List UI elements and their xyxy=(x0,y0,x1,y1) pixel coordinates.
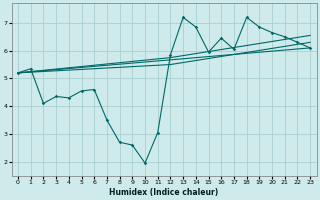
X-axis label: Humidex (Indice chaleur): Humidex (Indice chaleur) xyxy=(109,188,219,197)
